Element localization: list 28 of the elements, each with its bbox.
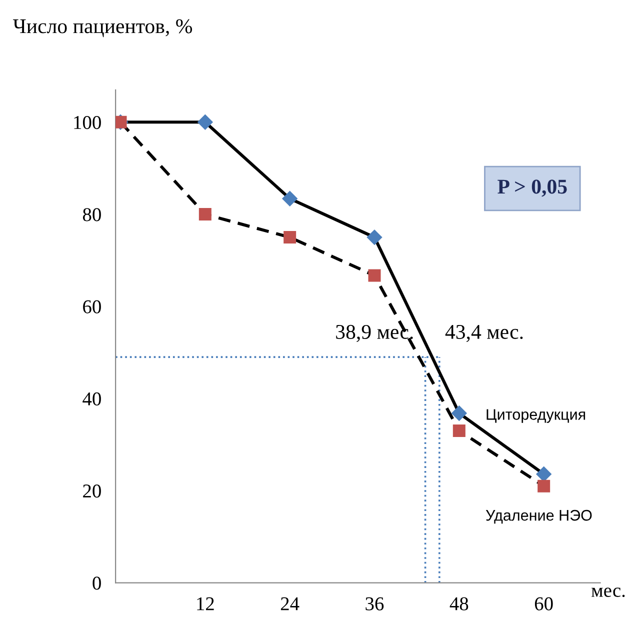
- x-tick-label: 12: [197, 597, 214, 610]
- point: [368, 269, 381, 282]
- y-tick-label: 0: [92, 576, 101, 590]
- point: [366, 230, 382, 245]
- y-tick-label: 40: [82, 392, 101, 406]
- y-axis-title: Число пациентов, %: [13, 19, 192, 38]
- y-tick-label: 100: [74, 116, 101, 130]
- point: [198, 114, 213, 130]
- annotation: 43,4 мес.: [445, 324, 523, 342]
- series-label: Удаление НЭО: [486, 510, 592, 524]
- x-axis-title: мес.: [591, 588, 625, 598]
- y-tick-label: 60: [83, 300, 101, 314]
- series-label: Циторедукция: [486, 409, 586, 423]
- y-tick-label: 80: [82, 208, 101, 222]
- annotation: P > 0,05: [498, 180, 567, 197]
- point: [284, 231, 296, 244]
- annotation: 38,9 мес.: [336, 324, 413, 342]
- point: [536, 466, 552, 482]
- point: [282, 191, 298, 206]
- x-tick-label: 36: [366, 597, 384, 610]
- x-tick-label: 60: [534, 597, 553, 610]
- point: [198, 208, 212, 221]
- y-tick-label: 20: [83, 484, 101, 498]
- point: [452, 424, 466, 438]
- point: [452, 406, 467, 421]
- x-tick-label: 24: [280, 597, 300, 610]
- x-tick-label: 48: [450, 597, 468, 610]
- point: [538, 480, 550, 492]
